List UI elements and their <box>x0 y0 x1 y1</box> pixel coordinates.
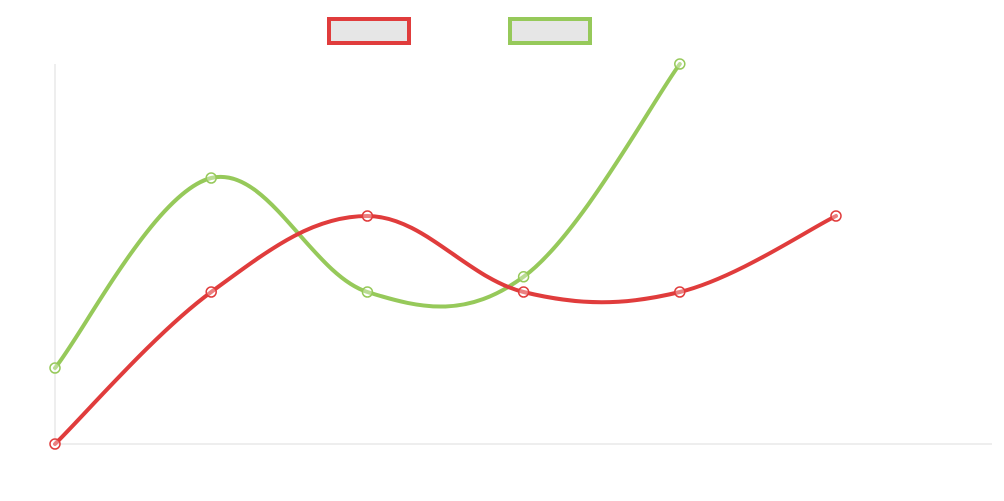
series-2-point <box>674 58 686 70</box>
legend <box>327 17 592 45</box>
series-2-point <box>205 172 217 184</box>
series-layer <box>49 58 842 450</box>
series-1-point <box>830 210 842 222</box>
legend-swatch-1 <box>327 17 411 45</box>
series-1-point <box>49 438 61 450</box>
series-2-point <box>49 362 61 374</box>
series-1 <box>49 210 842 450</box>
series-2-point <box>361 286 374 298</box>
series-1-point <box>674 286 686 298</box>
series-2-line <box>53 62 682 370</box>
series-1-point <box>517 286 530 298</box>
series-2-point <box>517 271 530 283</box>
legend-swatch-2 <box>508 17 592 45</box>
series-2 <box>49 58 686 374</box>
series-1-point <box>205 286 217 298</box>
axes <box>54 64 992 445</box>
series-1-point <box>361 210 374 222</box>
series-1-line <box>53 214 838 446</box>
